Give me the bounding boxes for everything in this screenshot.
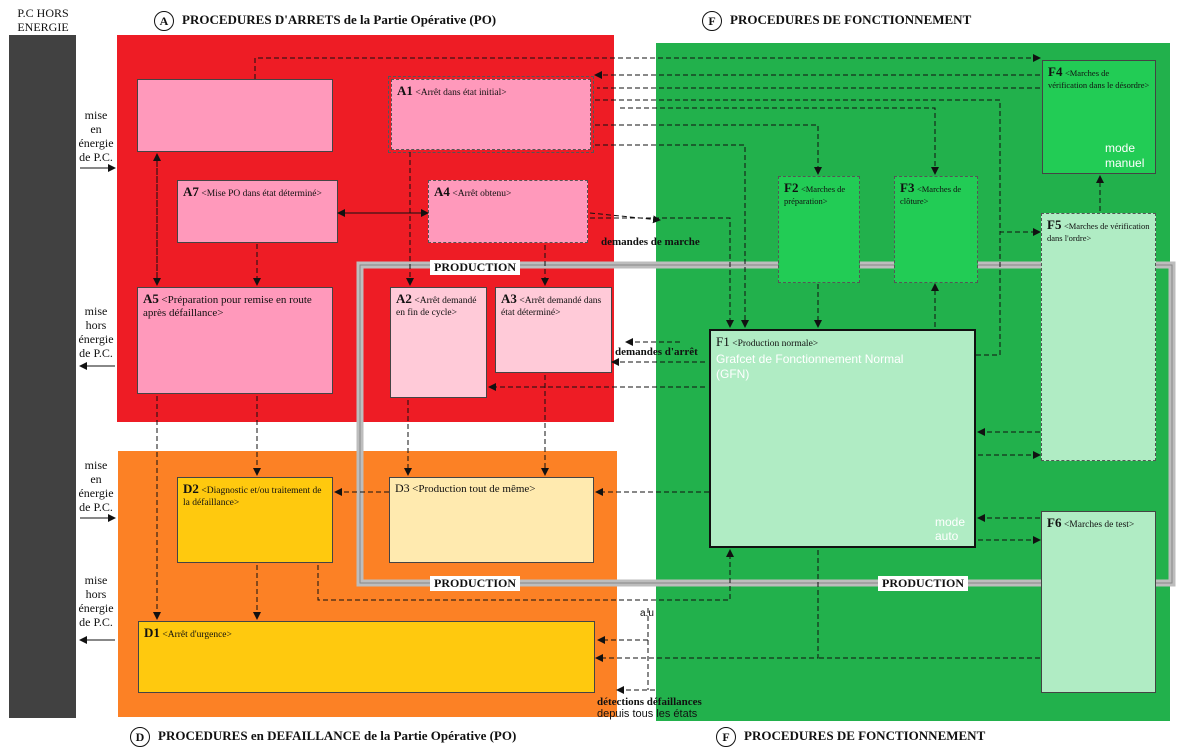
- label-a5: <Préparation pour remise en route après …: [143, 294, 312, 320]
- box-f3: F3 <Marches de clôture>: [894, 176, 978, 283]
- label-a4: <Arrêt obtenu>: [452, 189, 512, 199]
- code-d1: D1: [144, 625, 160, 640]
- side-mise-hors-energie-1: mise hors énergie de P.C.: [78, 304, 114, 360]
- code-f2: F2: [784, 180, 799, 195]
- box-f2: F2 <Marches de préparation>: [778, 176, 860, 283]
- box-a5: A5 <Préparation pour remise en route apr…: [137, 287, 333, 394]
- label-f4: <Marches de vérification dans le désordr…: [1048, 68, 1150, 90]
- pc-hors-energie-bar: [9, 35, 76, 718]
- code-f3: F3: [900, 180, 915, 195]
- box-a2: A2 <Arrêt demandé en fin de cycle>: [390, 287, 487, 398]
- box-d3: D3 <Production tout de même>: [389, 477, 594, 563]
- label-a2: <Arrêt demandé en fin de cycle>: [396, 296, 477, 319]
- letter-f-circle-bottom: F: [716, 727, 736, 747]
- box-f4: F4 <Marches de vérification dans le déso…: [1042, 60, 1156, 174]
- detections-defaillances: détections défaillances: [597, 696, 702, 708]
- box-initial-blank: [137, 79, 333, 152]
- box-f1: F1 <Production normale> Grafcet de Fonct…: [709, 329, 976, 548]
- label-f5: <Marches de vérification dans l'ordre>: [1047, 221, 1150, 243]
- code-a2: A2: [396, 291, 412, 306]
- title-fonctionnement-bottom: PROCEDURES DE FONCTIONNEMENT: [744, 727, 986, 743]
- code-a3: A3: [501, 291, 517, 306]
- letter-a-circle: A: [154, 11, 174, 31]
- box-a4: A4 <Arrêt obtenu>: [428, 180, 588, 243]
- demandes-de-marche: demandes de marche: [601, 236, 700, 248]
- code-f6: F6: [1047, 515, 1062, 530]
- letter-f-circle-top: F: [702, 11, 722, 31]
- label-a7: <Mise PO dans état déterminé>: [201, 189, 322, 199]
- production-label-bottom-left: PRODUCTION: [430, 576, 521, 591]
- label-a3: <Arrêt demandé dans état déterminé>: [501, 296, 602, 319]
- au-label: a.u: [640, 608, 654, 619]
- code-f5: F5: [1047, 217, 1062, 232]
- letter-d-circle: D: [130, 727, 150, 747]
- title-defaillance: PROCEDURES en DEFAILLANCE de la Partie O…: [158, 727, 517, 743]
- header-arrets: A PROCEDURES D'ARRETS de la Partie Opérat…: [154, 11, 496, 31]
- label-f6: <Marches de test>: [1063, 520, 1135, 530]
- header-fonctionnement-bottom: F PROCEDURES DE FONCTIONNEMENT: [716, 727, 985, 747]
- side-mise-en-energie-2: mise en énergie de P.C.: [78, 458, 114, 514]
- depuis-tous-les-etats: depuis tous les états: [597, 708, 698, 720]
- header-fonctionnement-top: F PROCEDURES DE FONCTIONNEMENT: [702, 11, 971, 31]
- label-a1: <Arrêt dans état initial>: [415, 88, 507, 98]
- subtitle-f1: Grafcet de Fonctionnement Normal (GFN): [716, 352, 904, 381]
- box-a3: A3 <Arrêt demandé dans état déterminé>: [495, 287, 612, 373]
- code-a4: A4: [434, 184, 450, 199]
- title-fonctionnement-top: PROCEDURES DE FONCTIONNEMENT: [730, 11, 972, 27]
- title-arrets: PROCEDURES D'ARRETS de la Partie Opérati…: [182, 11, 497, 27]
- label-d2: <Diagnostic et/ou traitement de la défai…: [183, 486, 322, 509]
- mode-f1: mode auto: [935, 515, 966, 543]
- box-f6: F6 <Marches de test>: [1041, 511, 1156, 693]
- label-d3: <Production tout de même>: [412, 483, 536, 495]
- label-f3: <Marches de clôture>: [900, 184, 962, 206]
- label-f2: <Marches de préparation>: [784, 184, 846, 206]
- box-a7: A7 <Mise PO dans état déterminé>: [177, 180, 338, 243]
- side-mise-hors-energie-2: mise hors énergie de P.C.: [78, 573, 114, 629]
- code-a5: A5: [143, 291, 159, 306]
- box-f5: F5 <Marches de vérification dans l'ordre…: [1041, 213, 1156, 461]
- header-defaillance: D PROCEDURES en DEFAILLANCE de la Partie …: [130, 727, 516, 747]
- box-d2: D2 <Diagnostic et/ou traitement de la dé…: [177, 477, 333, 563]
- production-label-top: PRODUCTION: [430, 260, 521, 275]
- code-d2: D2: [183, 481, 199, 496]
- production-label-bottom-right: PRODUCTION: [878, 576, 969, 591]
- label-f1: <Production normale>: [732, 339, 819, 349]
- side-mise-en-energie-1: mise en énergie de P.C.: [78, 108, 114, 164]
- code-a7: A7: [183, 184, 199, 199]
- code-a1: A1: [397, 83, 413, 98]
- box-d1: D1 <Arrêt d'urgence>: [138, 621, 595, 693]
- pc-hors-energie-label: P.C HORS ENERGIE: [17, 6, 69, 34]
- code-d3: D3: [395, 481, 410, 495]
- mode-f4: mode manuel: [1105, 141, 1145, 170]
- box-a1: A1 <Arrêt dans état initial>: [388, 76, 594, 153]
- code-f1: F1: [716, 334, 730, 349]
- label-d1: <Arrêt d'urgence>: [162, 630, 232, 640]
- demandes-d-arret: demandes d'arrêt: [615, 346, 698, 358]
- code-f4: F4: [1048, 64, 1063, 79]
